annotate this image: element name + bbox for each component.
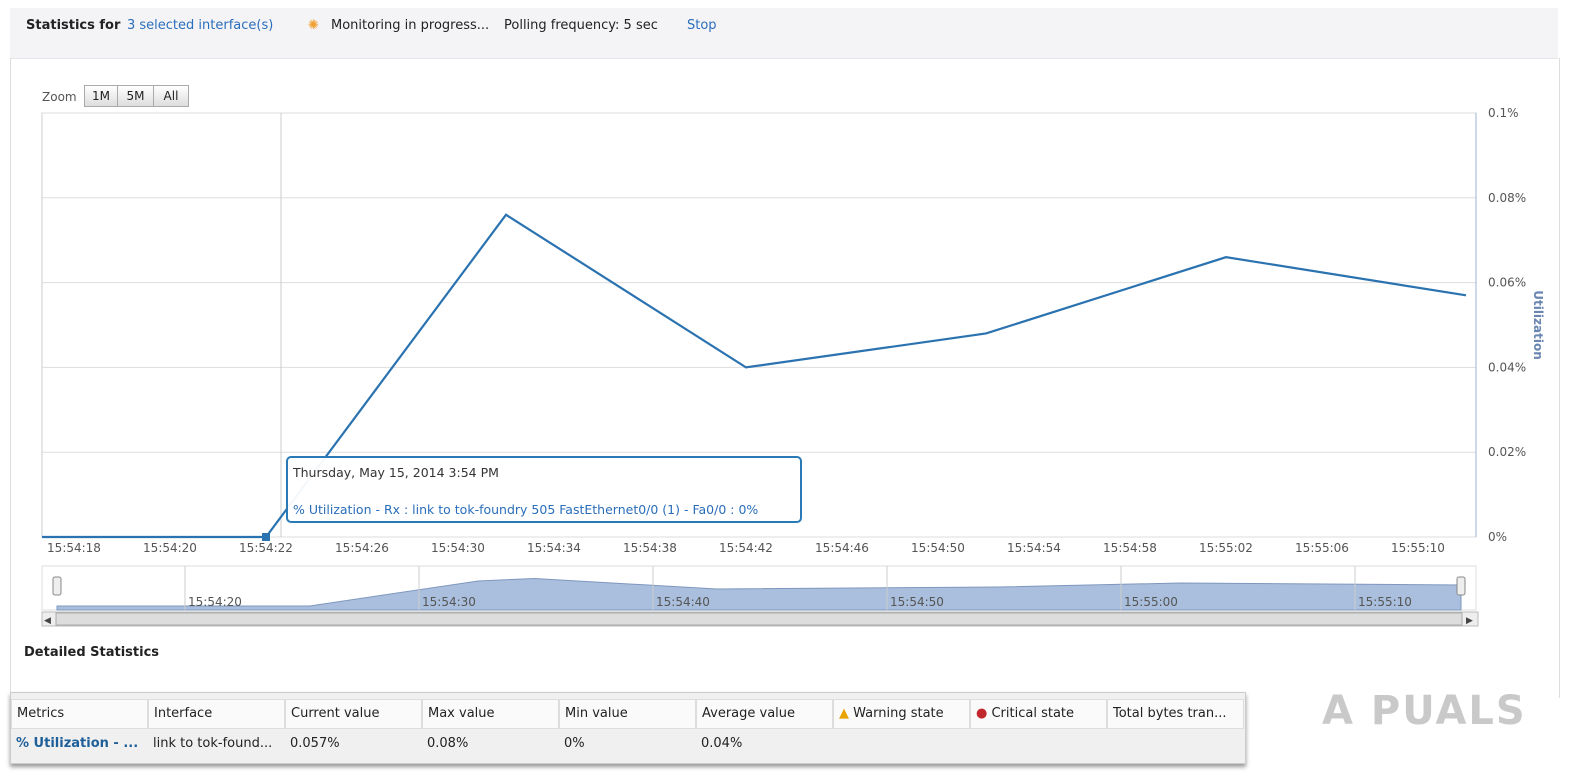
x-tick-label: 15:55:06	[1295, 541, 1349, 555]
y-tick-label: 0.08%	[1488, 191, 1526, 205]
chart-tooltip: Thursday, May 15, 2014 3:54 PM % Utiliza…	[286, 456, 802, 523]
statistics-table: Metrics Interface Current value Max valu…	[10, 692, 1246, 764]
scrollbar-thumb[interactable]	[55, 612, 1463, 626]
x-tick-label: 15:55:10	[1391, 541, 1445, 555]
navigator-tick-label: 15:54:50	[890, 595, 944, 609]
cell-current: 0.057%	[290, 736, 340, 751]
cell-average: 0.04%	[701, 736, 743, 751]
x-tick-label: 15:54:34	[527, 541, 581, 555]
cell-metric[interactable]: % Utilization - ...	[16, 736, 139, 751]
hover-marker	[262, 533, 270, 541]
x-tick-label: 15:55:02	[1199, 541, 1253, 555]
navigator-left-handle[interactable]	[52, 576, 62, 596]
y-tick-label: 0.02%	[1488, 445, 1526, 459]
x-tick-label: 15:54:42	[719, 541, 773, 555]
series-line	[42, 213, 1467, 539]
col-metrics[interactable]: Metrics	[11, 699, 148, 729]
y-tick-label: 0.1%	[1488, 106, 1519, 120]
navigator-tick-label: 15:54:40	[656, 595, 710, 609]
y-tick-label: 0%	[1488, 530, 1507, 544]
x-tick-label: 15:54:18	[47, 541, 101, 555]
utilization-chart[interactable]: 0% 0.02% 0.04% 0.06% 0.08% 0.1% Utilization 15:…	[0, 0, 1573, 640]
cell-min: 0%	[564, 736, 585, 751]
y-tick-label: 0.04%	[1488, 360, 1526, 374]
header-title: Statistics for	[26, 18, 121, 33]
watermark-logo: A PUALS	[1322, 688, 1527, 734]
x-tick-label: 15:54:30	[431, 541, 485, 555]
col-total-bytes[interactable]: Total bytes tran...	[1107, 699, 1244, 729]
polling-frequency: Polling frequency: 5 sec	[504, 18, 658, 33]
table-header: Metrics Interface Current value Max valu…	[11, 699, 1244, 729]
y-axis-title: Utilization	[1531, 290, 1545, 360]
navigator-right-handle[interactable]	[1456, 576, 1466, 596]
detailed-statistics-title: Detailed Statistics	[24, 645, 160, 660]
navigator-tick-label: 15:55:00	[1124, 595, 1178, 609]
col-interface[interactable]: Interface	[148, 699, 285, 729]
col-current[interactable]: Current value	[285, 699, 422, 729]
zoom-5m-button[interactable]: 5M	[117, 85, 154, 107]
selected-interfaces-link[interactable]: 3 selected interface(s)	[127, 18, 274, 33]
col-warning-label: Warning state	[853, 706, 944, 721]
statistics-header: Statistics for 3 selected interface(s) ✺…	[10, 8, 1558, 59]
zoom-all-button[interactable]: All	[153, 85, 189, 107]
x-tick-label: 15:54:58	[1103, 541, 1157, 555]
table-row[interactable]: % Utilization - ... link to tok-found...…	[11, 731, 833, 757]
x-tick-label: 15:54:38	[623, 541, 677, 555]
x-tick-label: 15:54:26	[335, 541, 389, 555]
col-warning[interactable]: ▲ Warning state	[833, 699, 970, 729]
x-tick-label: 15:54:54	[1007, 541, 1061, 555]
x-tick-label: 15:54:46	[815, 541, 869, 555]
x-tick-label: 15:54:50	[911, 541, 965, 555]
zoom-label: Zoom	[42, 90, 77, 104]
stop-link[interactable]: Stop	[687, 18, 717, 33]
scroll-right-arrow-icon[interactable]: ▶	[1466, 616, 1473, 626]
cell-max: 0.08%	[427, 736, 469, 751]
navigator-tick-label: 15:54:20	[188, 595, 242, 609]
tooltip-series: % Utilization - Rx : link to tok-foundry…	[293, 502, 759, 517]
scroll-left-arrow-icon[interactable]: ◀	[44, 616, 51, 626]
navigator-tick-label: 15:54:30	[422, 595, 476, 609]
loading-spinner-icon: ✺	[308, 18, 319, 33]
tooltip-date: Thursday, May 15, 2014 3:54 PM	[293, 465, 499, 480]
navigator-tick-label: 15:55:10	[1358, 595, 1412, 609]
y-tick-label: 0.06%	[1488, 276, 1526, 290]
chart-panel	[10, 58, 1560, 698]
warning-icon: ▲	[839, 706, 849, 721]
cell-interface: link to tok-found...	[153, 736, 273, 751]
col-max[interactable]: Max value	[422, 699, 559, 729]
x-tick-label: 15:54:22	[239, 541, 293, 555]
x-tick-label: 15:54:20	[143, 541, 197, 555]
col-critical[interactable]: ● Critical state	[970, 699, 1107, 729]
critical-icon: ●	[976, 706, 988, 721]
col-critical-label: Critical state	[991, 706, 1075, 721]
col-min[interactable]: Min value	[559, 699, 696, 729]
monitoring-status: Monitoring in progress...	[331, 18, 490, 33]
col-average[interactable]: Average value	[696, 699, 833, 729]
